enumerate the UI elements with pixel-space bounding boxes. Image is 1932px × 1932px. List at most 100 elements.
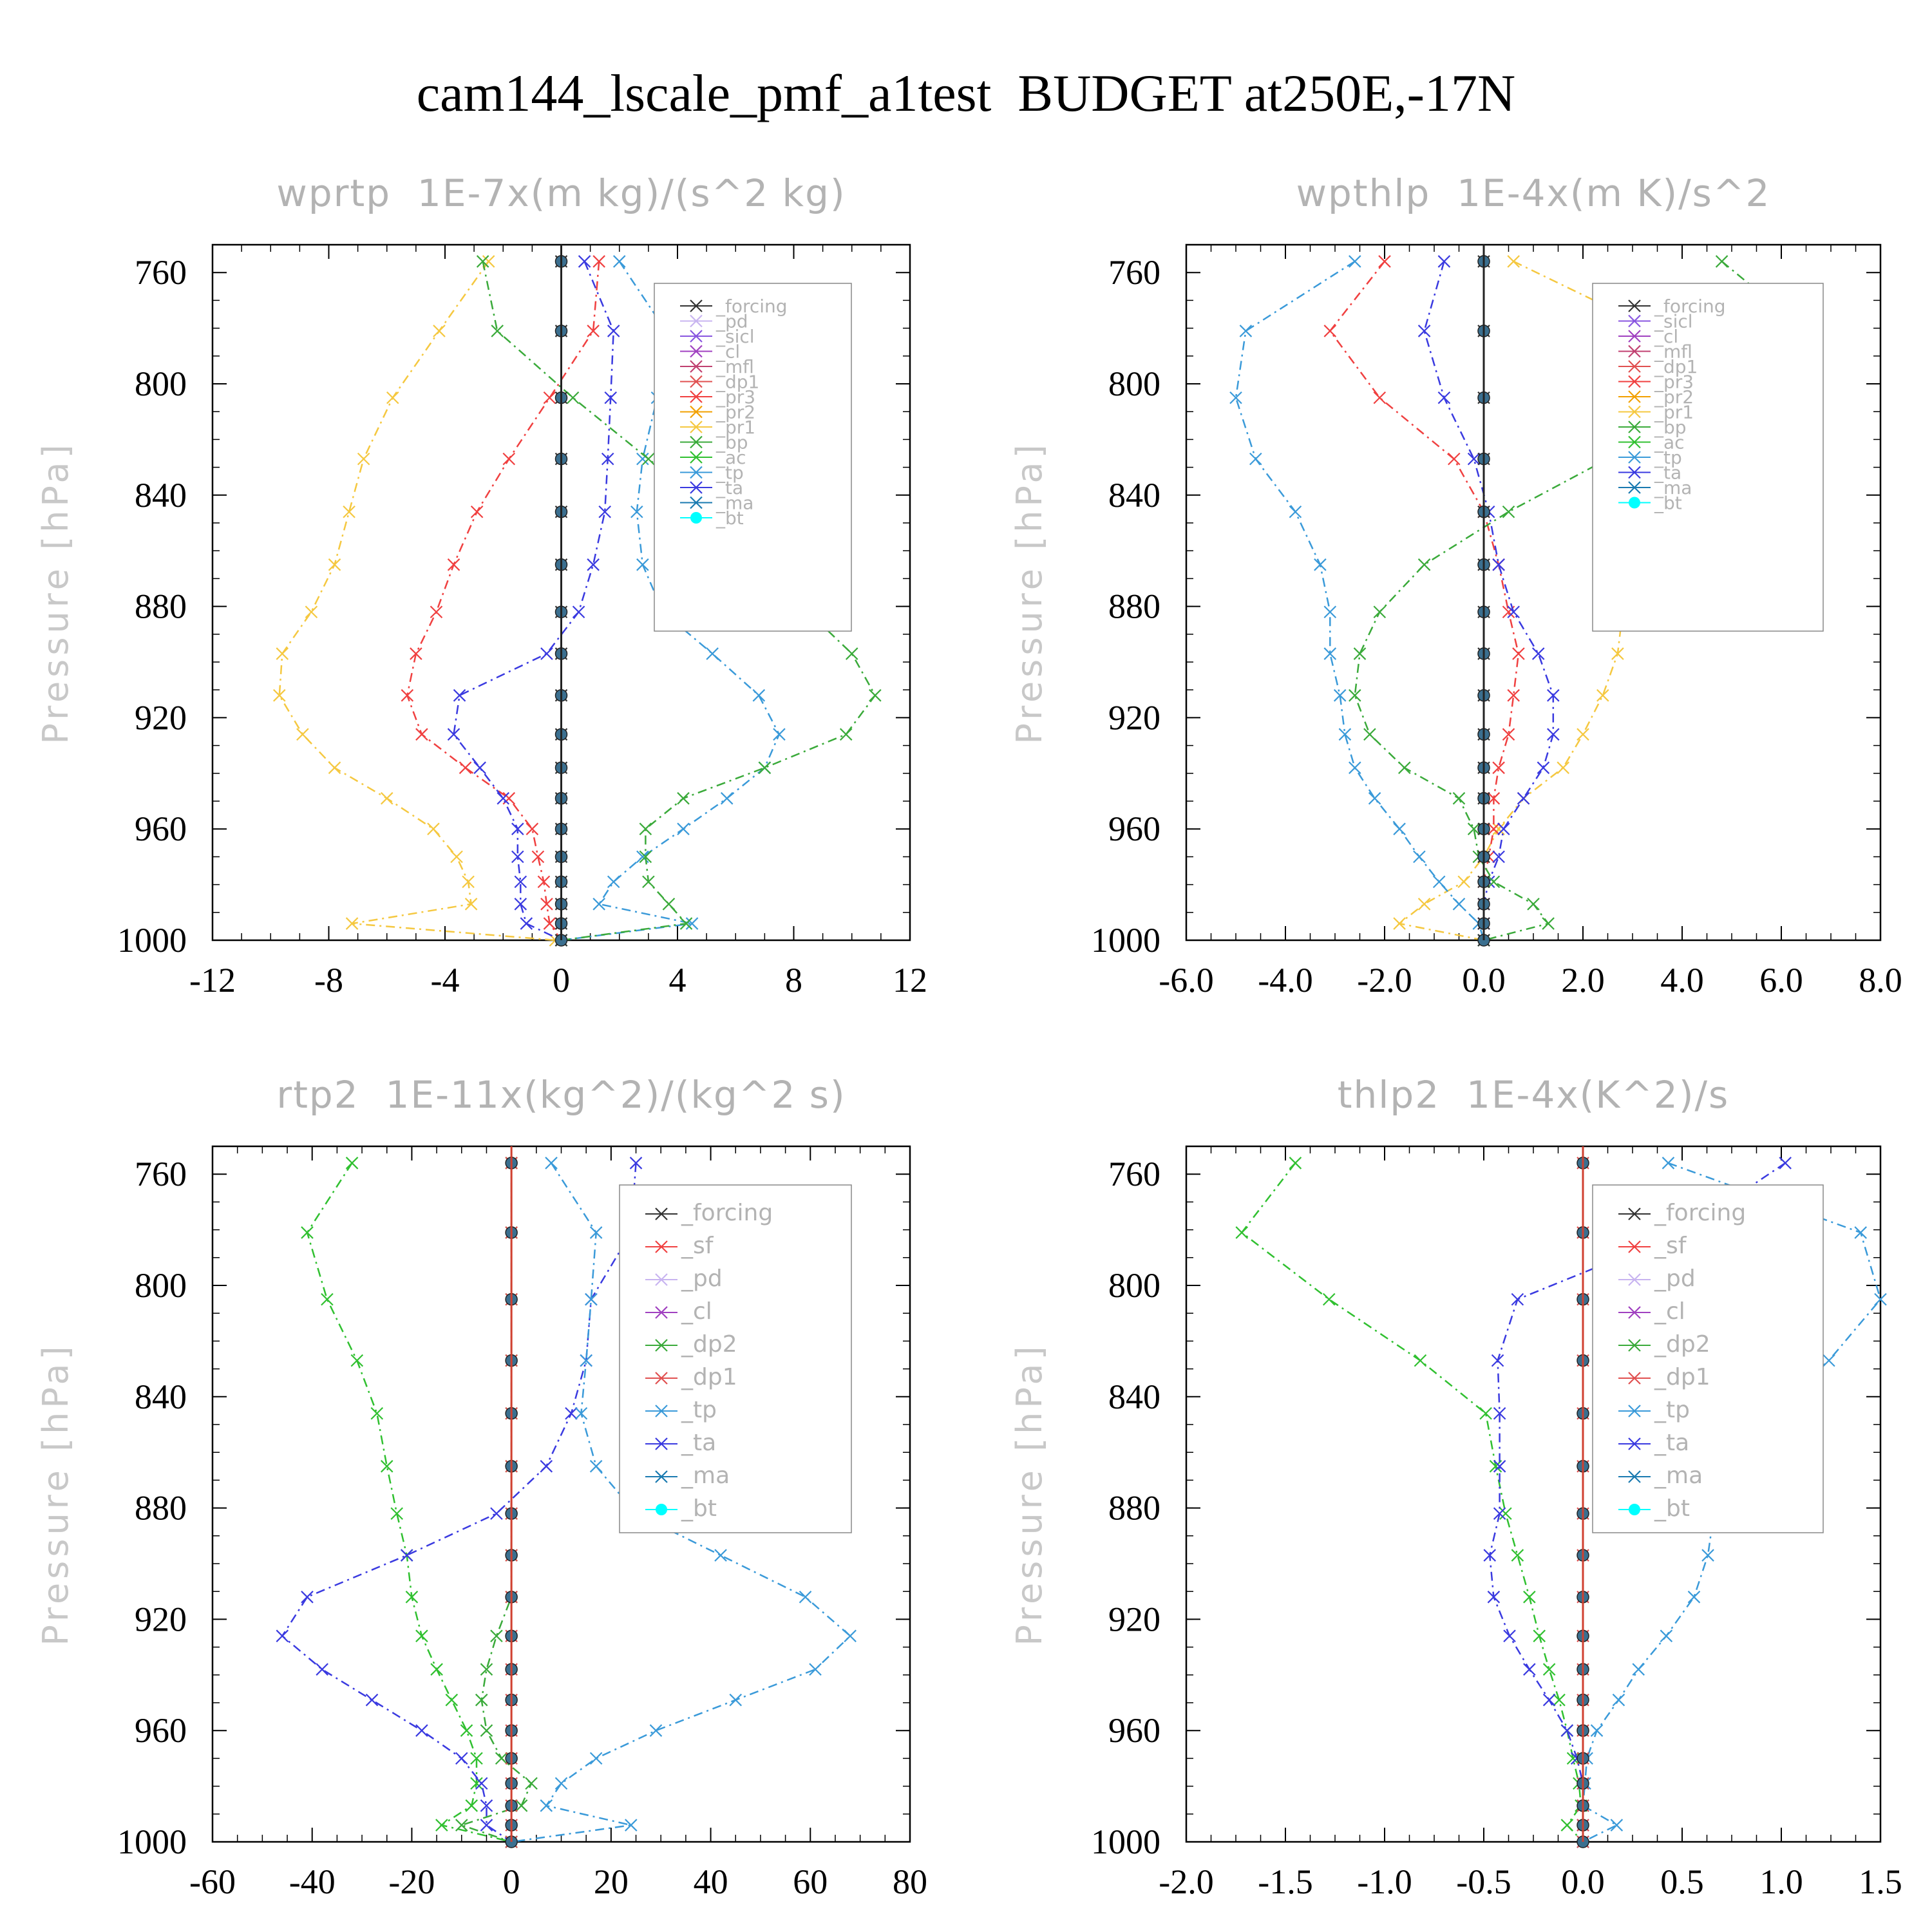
legend-label: _forcing	[1654, 296, 1726, 317]
data-point	[415, 728, 428, 741]
legend-marker	[690, 512, 702, 524]
data-point	[301, 1591, 314, 1604]
data-point	[1512, 647, 1525, 660]
data-point	[601, 452, 614, 466]
data-point	[321, 1293, 334, 1306]
y-axis-label: Pressure [hPa]	[35, 1342, 76, 1645]
legend-label: _bp	[715, 432, 748, 453]
data-point	[445, 1693, 459, 1707]
data-point	[809, 1663, 822, 1676]
x-tick-label: 8.0	[1859, 961, 1902, 999]
data-point	[1368, 791, 1381, 805]
data-point	[1417, 898, 1431, 911]
data-point	[1560, 1724, 1574, 1737]
data-point	[1523, 1663, 1536, 1676]
legend-marker	[1628, 1208, 1641, 1220]
legend-label: _mfl	[715, 356, 754, 377]
data-point	[572, 605, 585, 619]
legend-marker	[690, 314, 703, 328]
legend-marker	[655, 1437, 668, 1450]
series-ta	[447, 255, 620, 947]
data-point	[1417, 325, 1431, 337]
data-point	[1289, 505, 1302, 518]
data-point	[1610, 1819, 1624, 1832]
data-point	[1566, 1752, 1580, 1765]
data-point	[677, 822, 690, 835]
data-point	[1662, 1157, 1675, 1170]
data-point	[400, 1549, 413, 1562]
panel-title: wpthlp 1E-4x(m K)/s^2	[1296, 171, 1771, 215]
legend-marker	[690, 345, 703, 358]
data-point	[276, 647, 289, 660]
data-point	[1432, 875, 1446, 889]
y-tick-label: 920	[135, 1600, 187, 1638]
legend-label: _dp1	[715, 372, 759, 393]
y-axis-label: Pressure [hPa]	[1009, 1342, 1050, 1645]
legend-label: _cl	[1654, 326, 1678, 347]
data-point	[629, 1157, 643, 1170]
data-point	[1611, 647, 1624, 660]
legend-marker	[690, 390, 703, 403]
data-point	[839, 728, 853, 741]
legend-marker	[690, 360, 703, 373]
data-point	[480, 1724, 493, 1737]
data-point	[1542, 1693, 1556, 1707]
y-axis-label: Pressure [hPa]	[35, 440, 76, 744]
legend-marker	[1628, 360, 1641, 373]
panel-1: wprtp 1E-7x(m kg)/(s^2 kg) Pressure [hPa]…	[35, 171, 927, 999]
legend-label: _dp1	[1654, 1364, 1710, 1390]
data-point	[450, 850, 463, 864]
data-point	[639, 850, 652, 864]
data-point	[758, 761, 772, 774]
data-point	[1533, 1629, 1546, 1643]
y-tick-label: 880	[1108, 587, 1160, 626]
legend-marker	[1628, 466, 1641, 479]
legend-label: _ta	[715, 477, 743, 498]
legend-label: _pd	[681, 1265, 723, 1292]
data-point	[543, 917, 556, 930]
legend-marker	[655, 1339, 668, 1352]
data-point	[565, 1406, 578, 1420]
x-tick-label: -2.0	[1357, 961, 1412, 999]
data-point	[514, 898, 527, 911]
x-tick-label: 4	[669, 961, 687, 999]
legend-marker	[1628, 375, 1641, 388]
x-tick-label: 12	[893, 961, 927, 999]
data-point	[1497, 822, 1510, 835]
legend-label: _dp1	[1654, 356, 1698, 377]
y-tick-label: 880	[1108, 1489, 1160, 1528]
x-tick-label: 0.5	[1660, 1862, 1704, 1901]
data-point	[1349, 255, 1361, 268]
data-point	[604, 391, 617, 404]
series-line	[459, 1162, 533, 1843]
data-point	[531, 850, 545, 864]
data-point	[636, 558, 649, 571]
data-point	[380, 1460, 393, 1473]
data-point	[1874, 1293, 1887, 1306]
x-tick-label: -4.0	[1258, 961, 1312, 999]
data-point	[636, 452, 649, 466]
data-point	[607, 325, 620, 337]
data-point	[453, 689, 466, 702]
data-point	[1523, 1591, 1536, 1604]
data-point	[520, 917, 533, 930]
y-tick-label: 800	[1108, 365, 1160, 403]
legend-label: _ta	[681, 1430, 716, 1456]
legend-marker	[1628, 1372, 1641, 1385]
data-point	[305, 605, 318, 619]
data-point	[1854, 1226, 1867, 1239]
data-point	[1503, 1629, 1516, 1643]
data-point	[1483, 1549, 1497, 1562]
legend-label: _forcing	[681, 1200, 773, 1226]
figure-title: cam144_lscale_pmf_a1test BUDGET at250E,-…	[417, 64, 1515, 122]
legend-marker	[1628, 435, 1641, 449]
legend-label: _ma	[1654, 477, 1692, 498]
legend-label: _sf	[681, 1233, 714, 1259]
data-point	[470, 1777, 483, 1790]
x-tick-label: -8	[314, 961, 343, 999]
y-tick-label: 880	[135, 587, 187, 626]
data-point	[405, 1591, 419, 1604]
data-point	[343, 505, 355, 518]
x-tick-label: 0.0	[1561, 1862, 1605, 1901]
y-tick-label: 840	[135, 476, 187, 515]
